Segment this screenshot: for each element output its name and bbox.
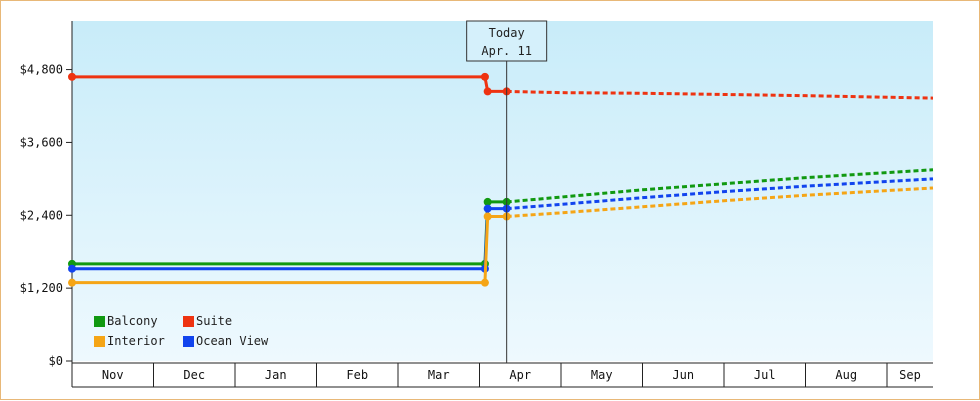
x-month-label: Jul xyxy=(754,368,776,382)
forecast-line xyxy=(506,168,934,204)
x-month-label: Mar xyxy=(428,368,450,382)
data-point xyxy=(68,264,76,273)
data-point xyxy=(68,72,76,81)
x-month-label: May xyxy=(591,368,613,382)
data-point xyxy=(480,72,489,81)
legend-item-ocean-view: Ocean View xyxy=(183,334,269,348)
today-date: Apr. 11 xyxy=(481,44,532,58)
y-tick-label: $3,600 xyxy=(20,135,63,149)
x-month-label: Aug xyxy=(835,368,857,382)
y-tick-label: $2,400 xyxy=(20,208,63,222)
history-line xyxy=(72,75,507,93)
legend-label: Interior xyxy=(107,334,165,348)
legend-item-interior: Interior xyxy=(94,334,165,348)
history-line xyxy=(72,215,507,285)
legend-label: Suite xyxy=(196,314,232,328)
legend-item-suite: Suite xyxy=(183,314,232,328)
data-point xyxy=(483,204,492,213)
series-interior xyxy=(68,186,934,287)
plot-area xyxy=(72,21,933,361)
legend-swatch xyxy=(94,316,105,327)
data-point xyxy=(483,197,492,206)
data-point xyxy=(68,278,76,287)
data-point xyxy=(483,87,492,96)
series-suite xyxy=(68,72,934,100)
x-month-label: Apr xyxy=(509,368,531,382)
y-tick-label: $4,800 xyxy=(20,63,63,77)
forecast-line xyxy=(506,89,934,100)
legend-swatch xyxy=(94,336,105,347)
legend-item-balcony: Balcony xyxy=(94,314,158,328)
x-month-label: Jan xyxy=(265,368,287,382)
y-tick-label: $0 xyxy=(49,354,63,368)
today-label: Today xyxy=(489,26,525,40)
legend-label: Ocean View xyxy=(196,334,269,348)
x-month-label: Sep xyxy=(899,368,921,382)
data-point xyxy=(483,212,492,221)
y-tick-label: $1,200 xyxy=(20,281,63,295)
legend-swatch xyxy=(183,316,194,327)
x-month-label: Nov xyxy=(102,368,124,382)
x-month-label: Dec xyxy=(183,368,205,382)
x-month-label: Jun xyxy=(672,368,694,382)
legend-swatch xyxy=(183,336,194,347)
forecast-line xyxy=(506,177,934,211)
x-month-label: Feb xyxy=(346,368,368,382)
today-box xyxy=(466,20,548,62)
data-point xyxy=(480,278,489,287)
legend-label: Balcony xyxy=(107,314,158,328)
forecast-line xyxy=(506,186,934,218)
